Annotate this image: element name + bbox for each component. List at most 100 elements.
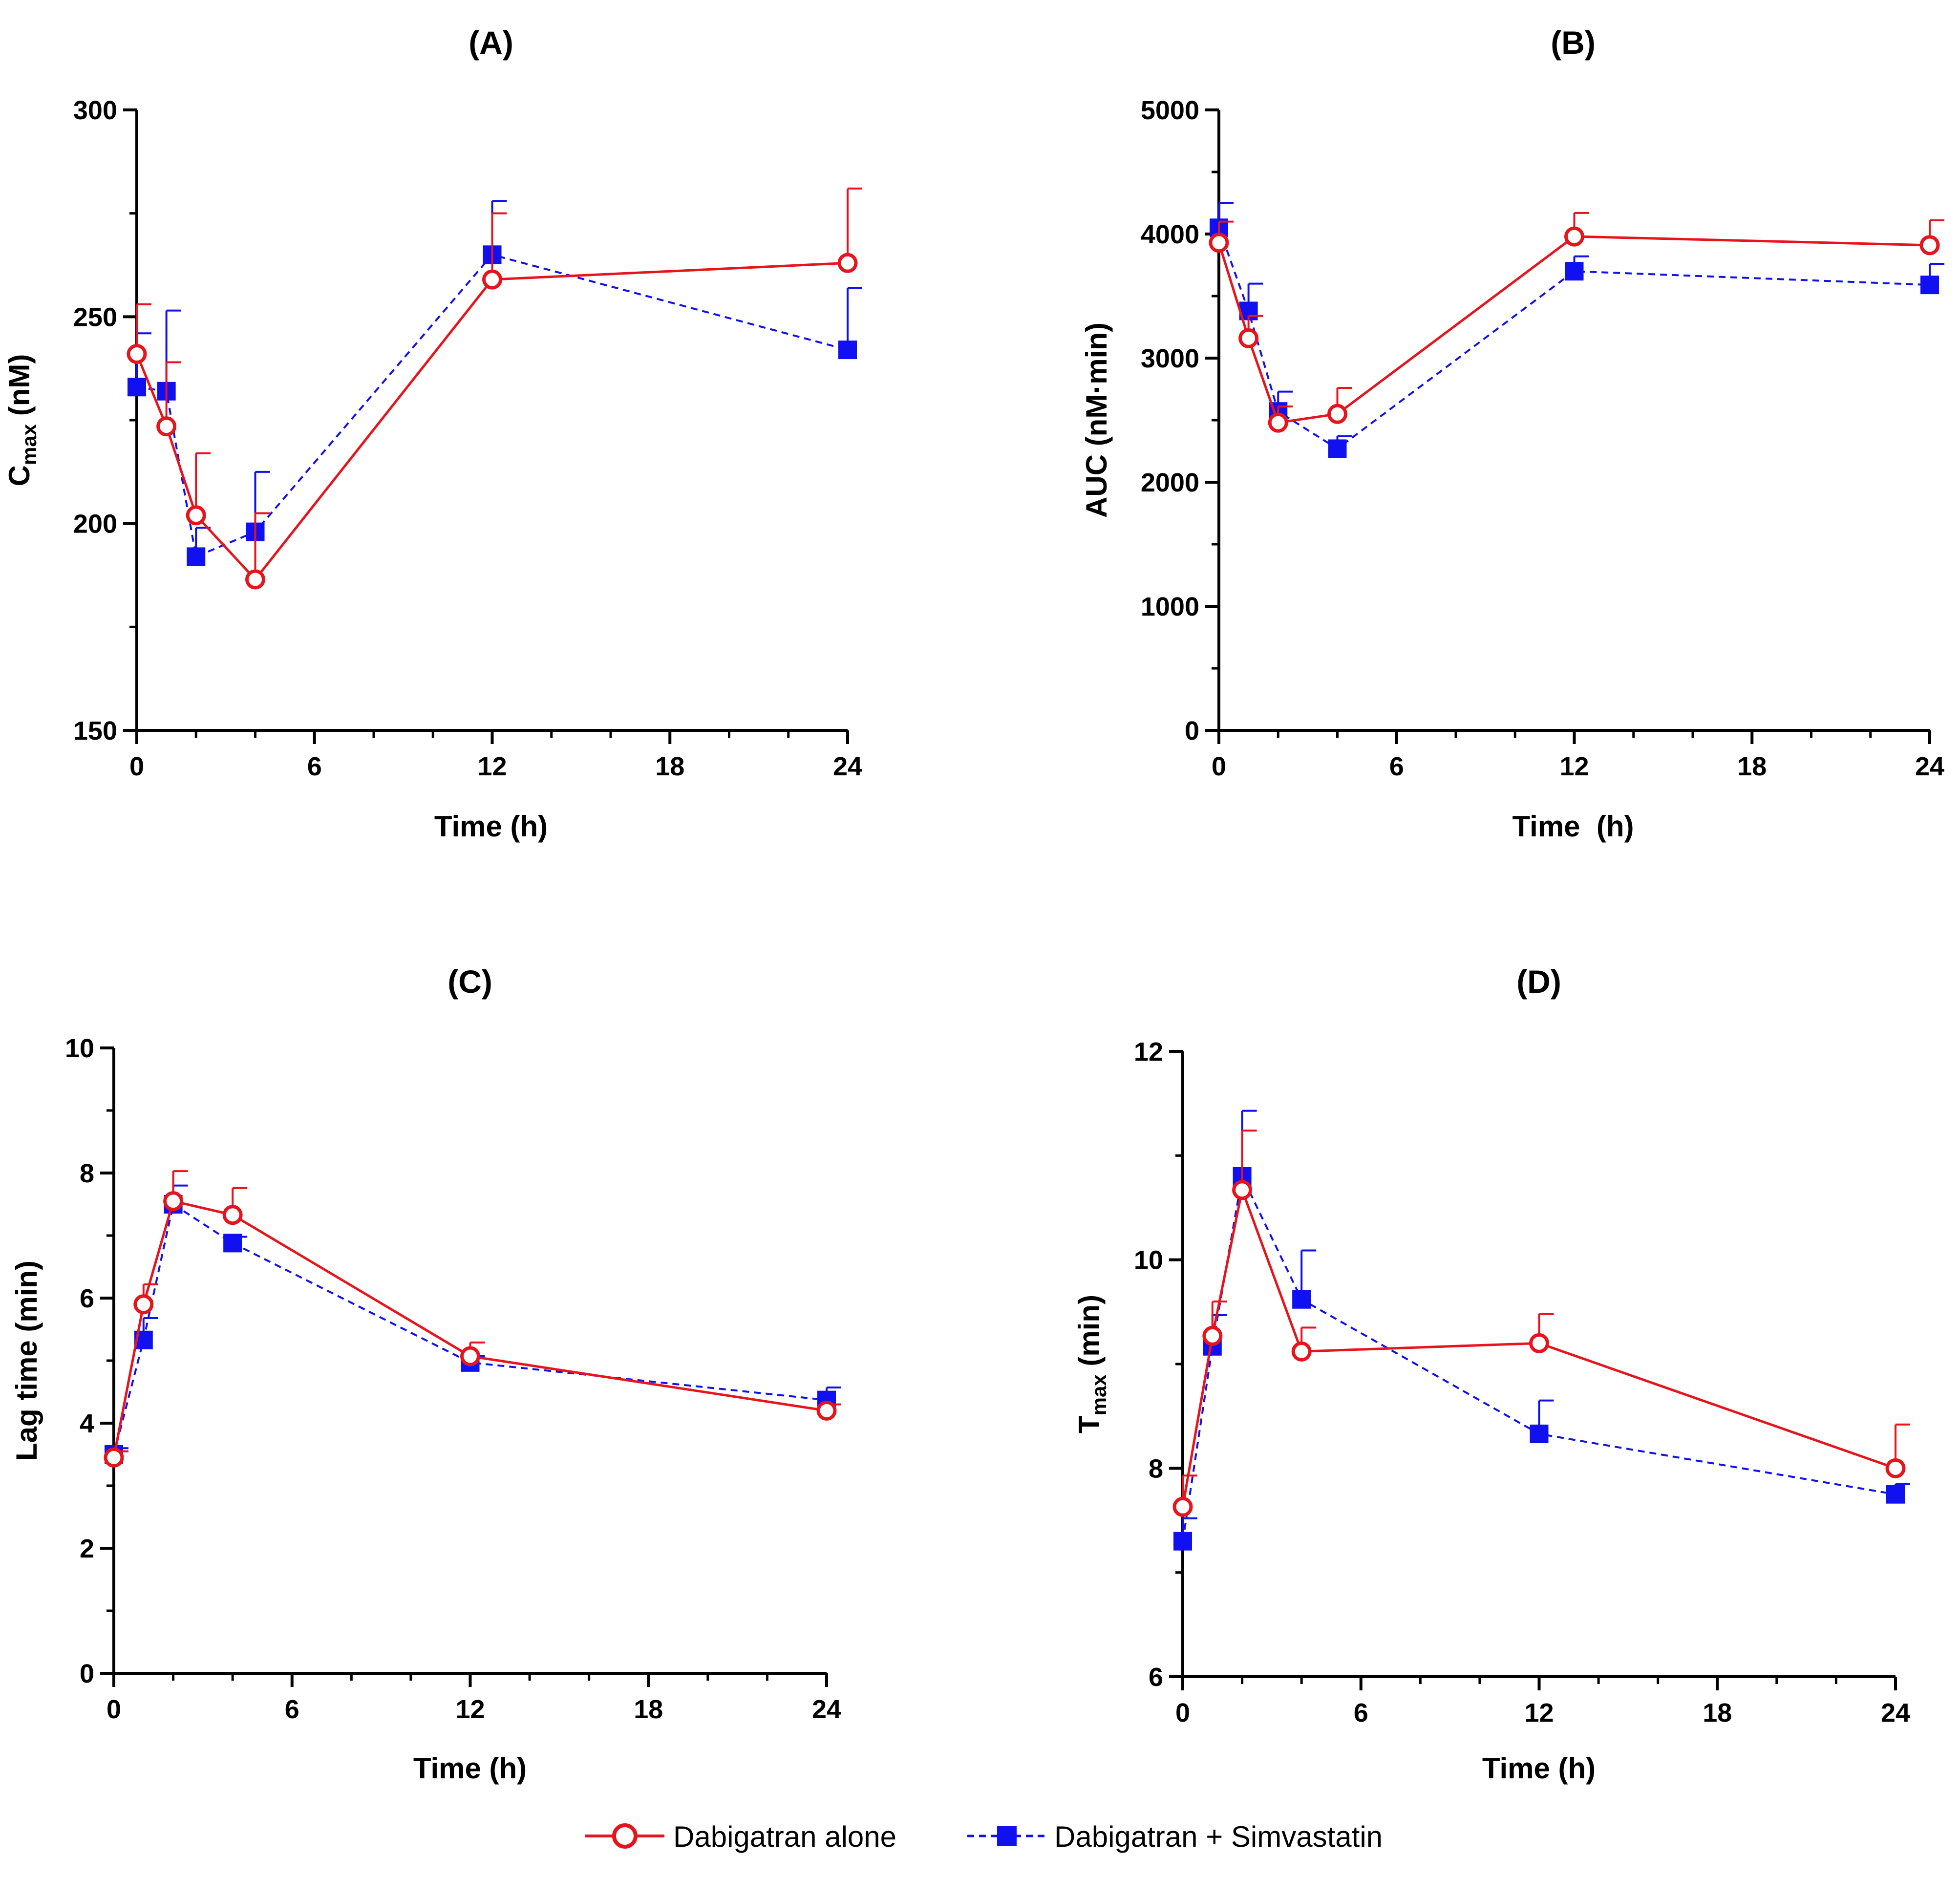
legend-combo-label: Dabigatran + Simvastatin [1054, 1820, 1383, 1853]
panel-c-title: (C) [447, 963, 492, 1000]
panel-d-xtick-label: 12 [1524, 1698, 1554, 1728]
panel-b-ytick-label: 1000 [1141, 592, 1199, 621]
legend-alone-marker [612, 1823, 638, 1849]
panel-b-alone-point [1209, 233, 1229, 253]
panel-b-combo-line [1218, 227, 1930, 450]
panel-a-ytick-label: 150 [73, 716, 117, 746]
panel-b-combo-point [1920, 276, 1939, 295]
panel-b-ytick-label: 3000 [1141, 344, 1199, 373]
panel-d-combo-line [1182, 1173, 1896, 1541]
panel-c-xlabel: Time (h) [413, 1752, 527, 1785]
panel-b-xlabel: Time (h) [1513, 810, 1634, 843]
panel-c-xtick-label: 0 [107, 1695, 121, 1724]
panel-a-combo-point [838, 341, 857, 360]
panel-b-xtick-label: 6 [1389, 752, 1404, 781]
panel-d-alone-point [1291, 1341, 1312, 1362]
panel-a-xtick-label: 0 [129, 752, 144, 781]
panel-d-ytick-label: 10 [1134, 1246, 1163, 1275]
panel-d-ytick-label: 12 [1134, 1037, 1163, 1067]
panel-b-ytick-label: 0 [1185, 716, 1199, 746]
panel-a-xtick-label: 24 [833, 752, 862, 781]
panel-d-combo-point [1292, 1290, 1311, 1309]
panel-a-alone-point [156, 416, 177, 437]
panel-c-ytick-label: 6 [80, 1284, 94, 1313]
panel-b-xtick-label: 24 [1915, 752, 1944, 781]
panel-d-combo-point [1173, 1532, 1192, 1551]
panel-d-xtick-label: 24 [1881, 1698, 1910, 1728]
panel-a-combo-point [128, 378, 146, 397]
panel-d-alone-line [1181, 1185, 1896, 1507]
panel-c-xtick-label: 18 [634, 1695, 663, 1724]
panel-c-alone-point [222, 1205, 243, 1225]
panel-a-ylabel-main: C [3, 465, 36, 486]
panel-d-alone-point [1232, 1180, 1253, 1200]
panel-c-xtick-label: 24 [812, 1695, 841, 1724]
panel-a-alone-point [245, 569, 265, 590]
panel-b-alone-line [1217, 235, 1930, 424]
panel-b-alone-point [1238, 328, 1259, 348]
panel-a-ytick-label: 300 [73, 96, 117, 125]
panel-d-combo-point [1530, 1424, 1549, 1443]
panel-a-ylabel-sub: max [18, 424, 41, 465]
panel-b-ylabel: AUC (nM·min) [1080, 322, 1113, 518]
panel-d-ylabel-sub: max [1087, 1374, 1110, 1416]
panel-d-alone-point [1529, 1333, 1549, 1353]
panel-d-alone-point [1172, 1496, 1193, 1517]
panel-d-ylabel-main: T [1073, 1415, 1106, 1433]
panel-c-xtick-label: 12 [455, 1695, 485, 1724]
panel-b-alone-point [1327, 404, 1347, 424]
panel-d-alone-point [1885, 1458, 1906, 1478]
panel-c-ylabel: Lag time (min) [10, 1260, 43, 1461]
panel-a-alone-point [186, 505, 206, 526]
panel-c-alone-point [104, 1447, 124, 1468]
panel-d-ylabel: Tmax (min) [1073, 1295, 1110, 1433]
panel-a-combo-point [187, 547, 206, 566]
panel-a-alone-line [135, 261, 848, 581]
panel-c-alone-point [460, 1346, 480, 1366]
panel-c-xtick-label: 6 [285, 1695, 299, 1724]
panel-b-ytick-label: 4000 [1141, 220, 1199, 249]
panel-a-combo-line [136, 254, 848, 558]
panel-b-xtick-label: 0 [1212, 752, 1226, 781]
panel-d-xtick-label: 0 [1175, 1698, 1190, 1728]
panel-c-ytick-label: 0 [80, 1659, 94, 1688]
panel-d-combo-point [1886, 1485, 1905, 1504]
panel-d-ytick-label: 8 [1149, 1454, 1163, 1483]
panel-c-ytick-label: 4 [80, 1409, 94, 1438]
panel-c-ytick-label: 2 [80, 1534, 94, 1563]
panel-d-xtick-label: 18 [1703, 1698, 1732, 1728]
panel-c-ytick-label: 8 [80, 1159, 94, 1188]
panel-b-title: (B) [1551, 24, 1596, 61]
panel-c-ytick-label: 10 [65, 1034, 94, 1063]
panel-a-ylabel-unit: (nM) [3, 354, 36, 424]
legend: Dabigatran alone Dabigatran + Simvastati… [585, 1820, 1383, 1853]
panel-a: (A) Time (h) Cmax (nM) 150 200 250 300 0 6 12 1… [3, 24, 862, 843]
panel-d-xlabel: Time (h) [1482, 1752, 1596, 1785]
legend-combo-marker [997, 1826, 1017, 1846]
panel-a-xtick-label: 18 [655, 752, 684, 781]
panel-c-combo-point [223, 1234, 242, 1253]
panel-b-alone-point [1919, 235, 1940, 256]
panel-a-ytick-label: 250 [73, 302, 117, 332]
panel-c-alone-point [163, 1191, 184, 1212]
panel-b-combo-point [1565, 262, 1584, 281]
panel-d-ytick-label: 6 [1149, 1663, 1163, 1692]
panel-b: (B) Time (h) AUC (nM·min) 0 1000 2000 3000 4… [1080, 24, 1944, 843]
panel-c-combo-line [113, 1202, 827, 1455]
panel-a-xtick-label: 12 [477, 752, 507, 781]
panel-b-ytick-label: 2000 [1141, 468, 1199, 497]
panel-c-alone-line [112, 1199, 827, 1458]
panel-a-alone-point [482, 269, 502, 290]
panel-a-xtick-label: 6 [307, 752, 322, 781]
panel-b-combo-point [1328, 439, 1347, 458]
panel-a-alone-point [127, 344, 147, 364]
panel-d-title: (D) [1516, 963, 1561, 1000]
panel-c-alone-point [816, 1400, 837, 1421]
panel-b-alone-point [1268, 412, 1288, 433]
legend-alone-label: Dabigatran alone [673, 1820, 896, 1853]
panel-d-ylabel-unit: (min) [1073, 1295, 1106, 1374]
panel-a-xlabel: Time (h) [434, 810, 548, 843]
